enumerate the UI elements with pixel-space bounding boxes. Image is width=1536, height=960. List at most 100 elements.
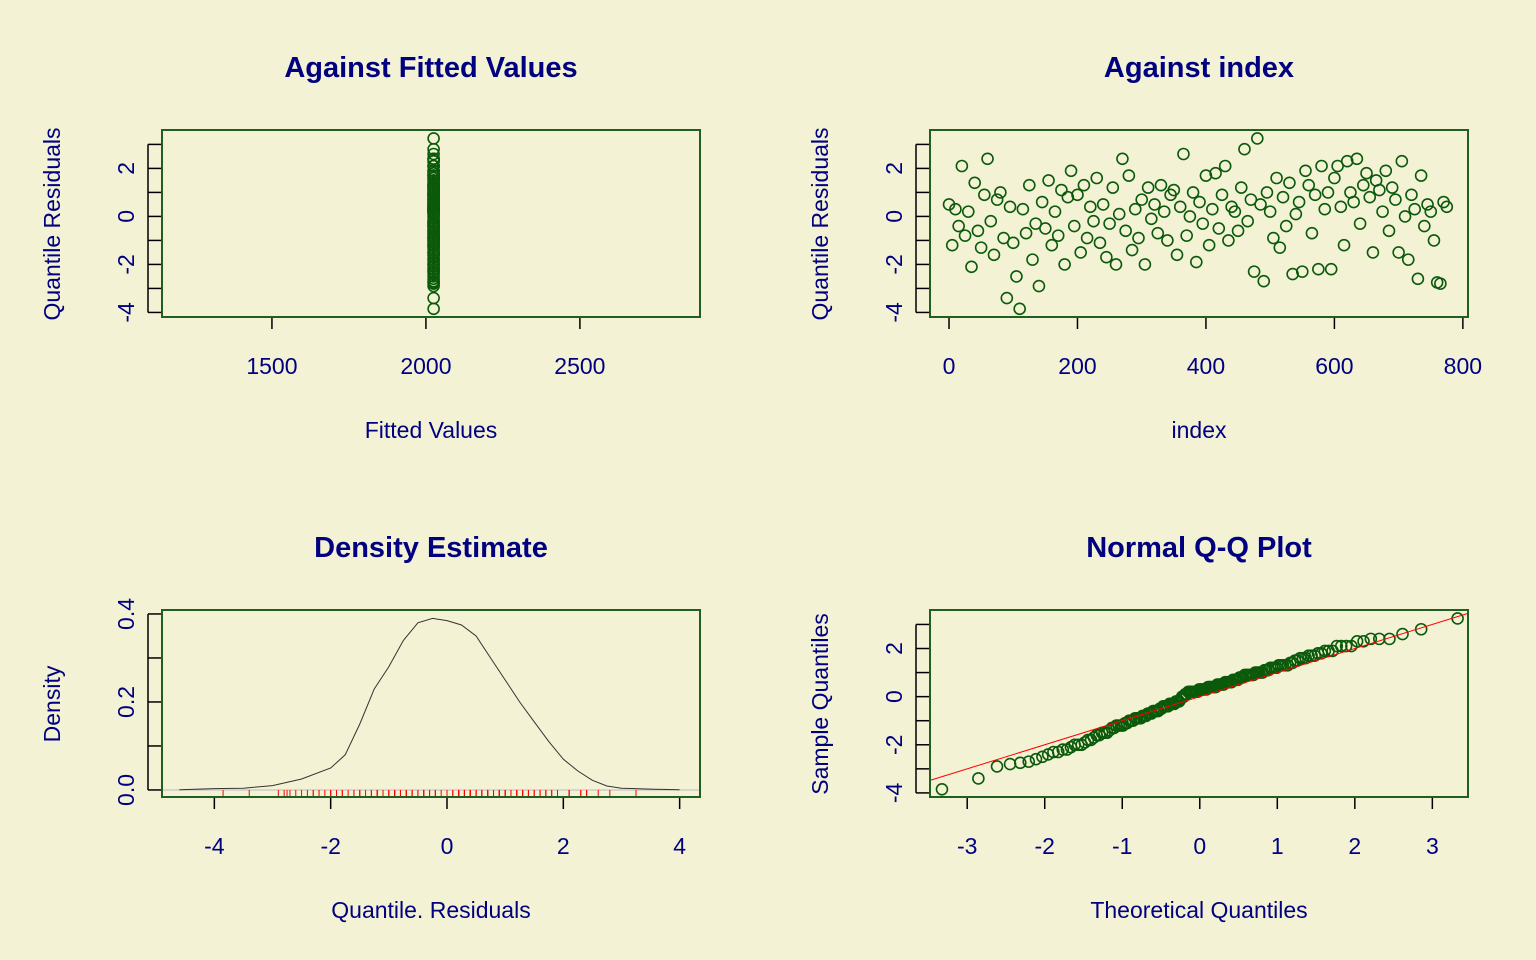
data-point — [1418, 219, 1431, 233]
data-point — [1071, 738, 1085, 752]
data-point — [1424, 205, 1438, 218]
data-point — [1328, 171, 1341, 185]
data-point — [427, 219, 440, 233]
data-point — [1013, 302, 1026, 316]
y-axis-label: Density — [39, 665, 65, 742]
data-point — [1109, 258, 1123, 271]
x-tick-label: -2 — [320, 833, 340, 859]
data-point — [1364, 632, 1378, 646]
data-point — [1128, 202, 1142, 216]
plot-frame — [929, 609, 1469, 798]
data-point — [1212, 222, 1226, 235]
data-point — [1077, 178, 1091, 192]
data-point — [427, 246, 440, 259]
y-tick-label: 0.0 — [113, 774, 139, 806]
density-curve — [179, 617, 680, 791]
x-tick-label: 200 — [1058, 353, 1096, 379]
x-tick-label: 0 — [441, 833, 454, 859]
data-point — [427, 262, 440, 276]
data-point — [1056, 743, 1070, 756]
x-tick-label: 2 — [1348, 833, 1361, 859]
data-point — [1051, 229, 1065, 242]
data-point — [1202, 238, 1216, 252]
data-point — [1003, 200, 1017, 214]
y-tick-label: 2 — [881, 642, 907, 655]
data-point — [1263, 205, 1277, 218]
data-point — [1318, 644, 1332, 658]
data-point — [427, 174, 440, 187]
data-point — [1427, 234, 1441, 247]
data-point — [1173, 200, 1187, 214]
data-point — [1302, 178, 1316, 192]
data-point — [935, 782, 949, 796]
plot-frame — [929, 129, 1469, 318]
data-point — [1408, 202, 1421, 216]
data-point — [1350, 634, 1364, 648]
data-point — [1183, 210, 1197, 223]
data-point — [1055, 183, 1068, 197]
data-point — [427, 169, 440, 182]
data-point — [1414, 169, 1428, 182]
data-point — [1334, 639, 1348, 653]
data-point — [1295, 265, 1309, 278]
x-tick-label: 0 — [943, 353, 956, 379]
data-point — [1074, 246, 1087, 259]
data-point — [1312, 262, 1325, 276]
data-point — [1244, 193, 1258, 206]
data-point — [981, 152, 994, 166]
data-point — [1190, 255, 1203, 269]
data-point — [1023, 178, 1036, 192]
data-point — [1299, 164, 1312, 178]
y-tick-label: 2 — [113, 162, 139, 175]
y-axis-label: Sample Quantiles — [807, 613, 833, 795]
data-point — [1440, 200, 1454, 214]
x-axis-label: Fitted Values — [365, 417, 498, 443]
x-tick-label: 1500 — [246, 353, 297, 379]
x-tick-label: 400 — [1187, 353, 1225, 379]
data-point — [1337, 238, 1351, 252]
data-point — [1241, 214, 1254, 228]
data-point — [1019, 226, 1033, 240]
data-point — [1000, 291, 1014, 305]
y-tick-label: -2 — [881, 254, 907, 274]
data-point — [1047, 745, 1060, 759]
panel-density: Density Estimate Quantile. Residuals Den… — [39, 532, 701, 923]
data-point — [1177, 147, 1190, 161]
data-point — [1321, 186, 1335, 199]
data-point — [427, 210, 440, 223]
data-point — [1305, 226, 1319, 240]
data-point — [427, 272, 440, 286]
x-tick-label: -2 — [1035, 833, 1055, 859]
data-point — [1398, 210, 1412, 223]
data-point — [1064, 164, 1078, 178]
x-axis-label: Quantile. Residuals — [331, 897, 530, 923]
data-point — [1357, 634, 1370, 648]
data-point — [1396, 627, 1409, 641]
data-point — [974, 241, 988, 254]
data-point — [1193, 195, 1206, 209]
panel-title: Normal Q-Q Plot — [1086, 532, 1312, 564]
data-point — [971, 224, 985, 238]
data-point — [1067, 219, 1081, 233]
data-point — [1119, 224, 1132, 238]
data-point — [1122, 169, 1136, 182]
data-point — [427, 188, 440, 202]
x-tick-label: 800 — [1444, 353, 1482, 379]
data-point — [1273, 241, 1287, 254]
y-tick-label: 0 — [881, 210, 907, 223]
data-point — [1039, 222, 1052, 235]
y-tick-label: -2 — [881, 735, 907, 755]
data-point — [1330, 639, 1344, 653]
panel-fitted: Against Fitted Values Fitted Values Quan… — [39, 52, 701, 443]
data-point — [984, 214, 998, 228]
data-point — [1347, 195, 1360, 209]
data-point — [1090, 171, 1104, 185]
data-point — [1016, 202, 1030, 216]
data-point — [1411, 272, 1425, 286]
data-point — [427, 205, 440, 218]
data-point — [1103, 217, 1116, 230]
data-point — [1389, 193, 1402, 206]
data-point — [1106, 181, 1120, 194]
